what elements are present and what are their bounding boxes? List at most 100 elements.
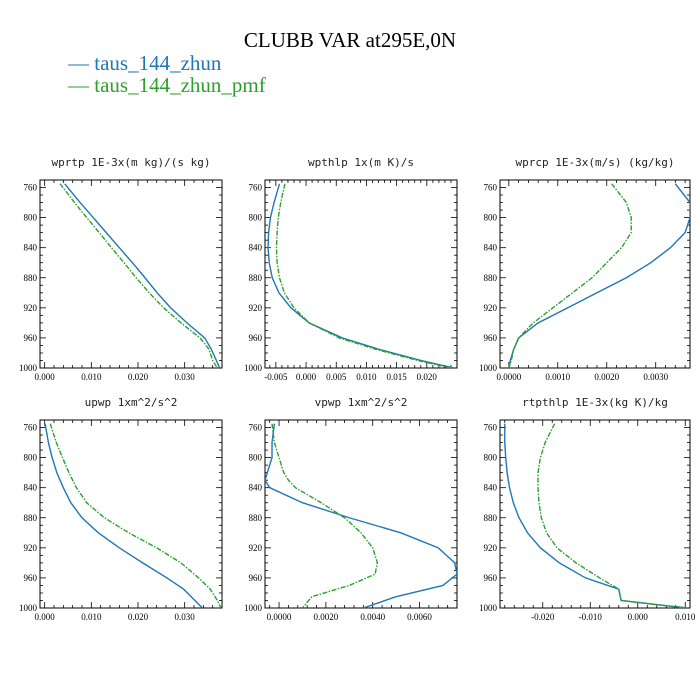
legend-swatch-zhun-pmf: — [68, 73, 95, 97]
legend-label-zhun: taus_144_zhun [94, 51, 222, 75]
figure-title: CLUBB VAR at295E,0N [243, 28, 457, 52]
x-tick-label: 0.0020 [594, 372, 619, 382]
x-tick-label: 0.020 [128, 612, 149, 622]
x-tick-label: 0.015 [386, 372, 407, 382]
y-tick-label: 880 [24, 513, 38, 523]
y-tick-label: 880 [249, 513, 263, 523]
x-tick-label: 0.030 [175, 372, 196, 382]
y-tick-label: 800 [249, 213, 263, 223]
panel-title: wprtp 1E-3x(m kg)/(s kg) [52, 156, 211, 169]
x-tick-label: 0.000 [35, 612, 56, 622]
plot-frame [39, 419, 223, 609]
series-line-zhun [44, 423, 203, 608]
plot-frame [39, 179, 223, 369]
series-line-zhun [508, 183, 690, 368]
panel-3: wprcp 1E-3x(m/s) (kg/kg) 760 800 840 880 920 9… [479, 156, 691, 382]
panel-5: vpwp 1xm^2/s^2 760 800 840 880 920 960 1000 0.00… [244, 396, 458, 622]
panel-2: wpthlp 1x(m K)/s 760 800 840 880 920 960 1000-0… [244, 156, 458, 382]
panel-1: wprtp 1E-3x(m kg)/(s kg) 760 800 840 880 920 9… [19, 156, 223, 382]
x-tick-label: 0.000 [628, 612, 649, 622]
x-tick-label: 0.0030 [643, 372, 668, 382]
legend-swatch-zhun: — [68, 51, 95, 75]
y-tick-label: 880 [484, 273, 498, 283]
legend-item-zhun: — taus_144_zhun [68, 52, 266, 74]
y-tick-label: 840 [484, 483, 498, 493]
plot-frame [499, 179, 691, 369]
x-tick-label: 0.010 [81, 372, 102, 382]
x-tick-label: -0.010 [579, 612, 603, 622]
series-line-zhun-pmf [59, 183, 218, 368]
y-tick-label: 800 [24, 213, 38, 223]
plot-frame [499, 419, 691, 609]
y-tick-label: 960 [249, 333, 263, 343]
series-line-zhun-pmf [275, 183, 452, 368]
series-line-zhun-pmf [49, 423, 222, 608]
y-tick-label: 1000 [19, 363, 38, 373]
y-tick-label: 920 [249, 543, 263, 553]
x-tick-label: 0.000 [35, 372, 56, 382]
y-tick-label: 1000 [244, 603, 263, 613]
x-tick-label: 0.000 [296, 372, 317, 382]
panel-6: rtpthlp 1E-3x(kg K)/kg 760 800 840 880 920 960… [479, 396, 696, 622]
y-tick-label: 840 [249, 483, 263, 493]
x-tick-label: -0.005 [264, 372, 288, 382]
x-tick-label: 0.0020 [314, 612, 339, 622]
plot-frame [264, 179, 458, 369]
y-tick-label: 920 [24, 543, 38, 553]
y-tick-label: 960 [484, 573, 498, 583]
y-tick-label: 840 [24, 483, 38, 493]
y-tick-label: 800 [484, 213, 498, 223]
y-tick-label: 840 [24, 243, 38, 253]
series-line-zhun-pmf [537, 423, 688, 608]
y-tick-label: 920 [249, 303, 263, 313]
y-tick-label: 1000 [479, 363, 498, 373]
y-tick-label: 920 [484, 543, 498, 553]
x-tick-label: 0.010 [81, 612, 102, 622]
x-tick-label: 0.0040 [360, 612, 385, 622]
series-line-zhun [504, 423, 688, 608]
legend-label-zhun-pmf: taus_144_zhun_pmf [94, 73, 266, 97]
x-tick-label: 0.020 [417, 372, 438, 382]
panel-title: vpwp 1xm^2/s^2 [315, 396, 408, 409]
x-tick-label: -0.020 [531, 612, 555, 622]
y-tick-label: 800 [484, 453, 498, 463]
series-line-zhun-pmf [271, 423, 379, 608]
x-tick-label: 0.0010 [545, 372, 570, 382]
y-tick-label: 760 [24, 423, 38, 433]
y-tick-label: 760 [484, 423, 498, 433]
panel-title: upwp 1xm^2/s^2 [85, 396, 178, 409]
series-line-zhun [265, 423, 457, 608]
y-tick-label: 760 [484, 183, 498, 193]
x-tick-label: 0.0060 [407, 612, 432, 622]
y-tick-label: 760 [249, 183, 263, 193]
y-tick-label: 960 [24, 333, 38, 343]
y-tick-label: 1000 [244, 363, 263, 373]
panel-title: rtpthlp 1E-3x(kg K)/kg [522, 396, 668, 409]
y-tick-label: 920 [484, 303, 498, 313]
x-tick-label: 0.0000 [267, 612, 292, 622]
y-tick-label: 920 [24, 303, 38, 313]
y-tick-label: 880 [484, 513, 498, 523]
x-tick-label: 0.0000 [496, 372, 521, 382]
panel-title: wpthlp 1x(m K)/s [308, 156, 414, 169]
panel-title: wprcp 1E-3x(m/s) (kg/kg) [516, 156, 675, 169]
series-line-zhun [64, 183, 221, 368]
y-tick-label: 1000 [479, 603, 498, 613]
y-tick-label: 960 [249, 573, 263, 583]
y-tick-label: 800 [24, 453, 38, 463]
x-tick-label: 0.010 [356, 372, 377, 382]
y-tick-label: 840 [484, 243, 498, 253]
legend: — taus_144_zhun — taus_144_zhun_pmf [68, 52, 266, 96]
series-line-zhun-pmf [508, 183, 632, 368]
y-tick-label: 880 [24, 273, 38, 283]
y-tick-label: 840 [249, 243, 263, 253]
legend-item-zhun-pmf: — taus_144_zhun_pmf [68, 74, 266, 96]
y-tick-label: 760 [249, 423, 263, 433]
x-tick-label: 0.010 [675, 612, 696, 622]
plot-frame [264, 419, 458, 609]
y-tick-label: 800 [249, 453, 263, 463]
series-line-zhun [267, 183, 455, 368]
y-tick-label: 760 [24, 183, 38, 193]
y-tick-label: 880 [249, 273, 263, 283]
